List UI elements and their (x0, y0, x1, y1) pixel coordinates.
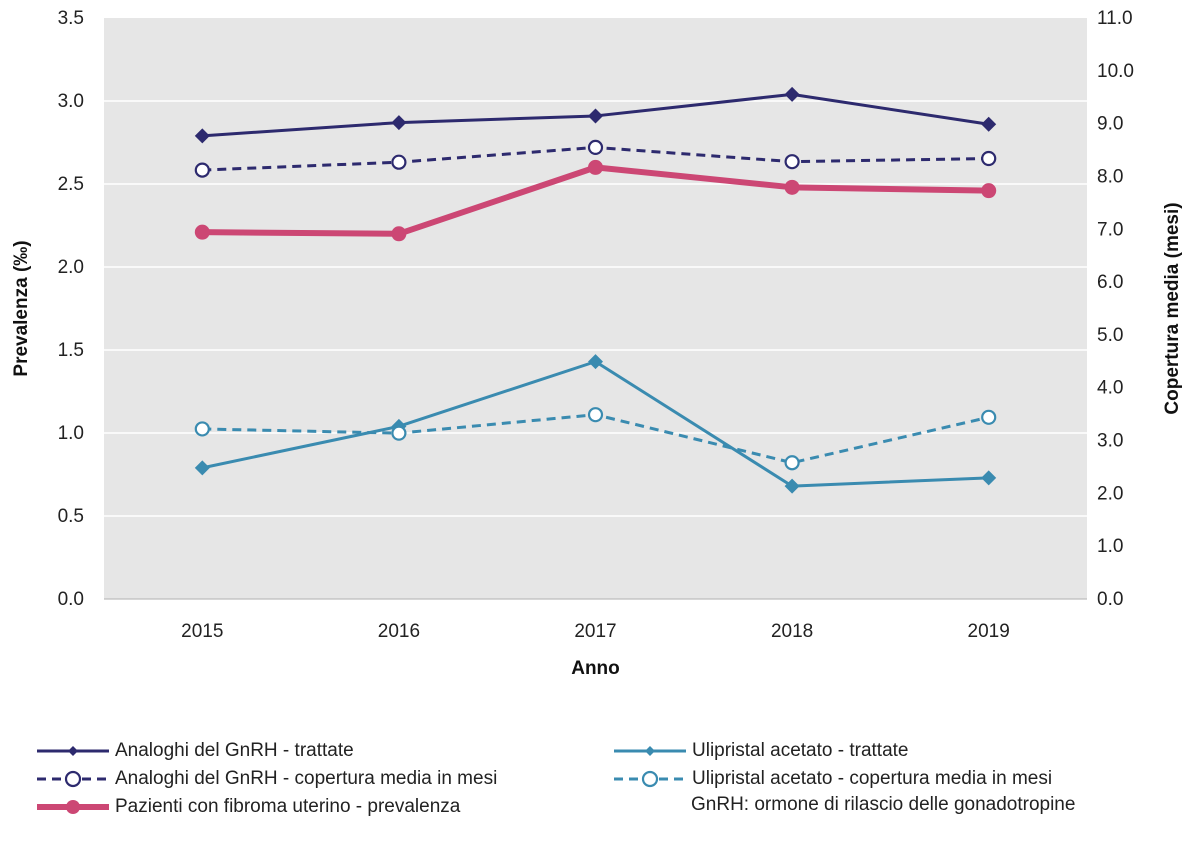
y2-tick-label: 3.0 (1097, 431, 1123, 452)
left-axis-ticks: 0.0 0.5 1.0 1.5 2.0 2.5 3.0 3.5 (58, 8, 84, 610)
y2-tick-label: 9.0 (1097, 114, 1123, 135)
data-point (194, 421, 210, 437)
y2-tick-label: 4.0 (1097, 378, 1123, 399)
legend-swatch (37, 770, 109, 788)
data-point (588, 159, 603, 175)
y2-tick-label: 8.0 (1097, 166, 1123, 187)
y2-tick-label: 6.0 (1097, 272, 1123, 293)
plot-area (104, 18, 1087, 599)
data-point (784, 154, 800, 170)
data-point (391, 226, 407, 242)
x-axis-ticks: 2015 2016 2017 2018 2019 (181, 621, 1010, 642)
line-chart: 0.0 0.5 1.0 1.5 2.0 2.5 3.0 3.5 0.0 1.0 2.0 3.0 4.0… (11, 8, 1183, 679)
y2-tick-label: 1.0 (1097, 536, 1123, 557)
y-tick-label: 1.5 (58, 340, 84, 361)
legend-item: Pazienti con fibroma uterino - prevalenz… (35, 794, 460, 820)
x-tick-label: 2017 (574, 621, 616, 642)
data-point (784, 478, 800, 494)
data-point (588, 354, 603, 370)
data-point (981, 150, 997, 167)
data-point (194, 460, 210, 476)
y-tick-label: 2.0 (58, 257, 84, 278)
legend-label: Ulipristal acetato - trattate (692, 740, 909, 761)
legend-marker (641, 770, 659, 788)
data-point (784, 455, 800, 471)
y2-tick-label: 7.0 (1097, 219, 1123, 240)
y-tick-label: 0.5 (58, 506, 84, 527)
legend-swatch (614, 746, 686, 756)
x-tick-label: 2018 (771, 621, 813, 642)
y2-tick-label: 0.0 (1097, 589, 1123, 610)
legend-marker (68, 746, 78, 756)
data-point (194, 128, 210, 144)
footnote: GnRH: ormone di rilascio delle gonadotro… (691, 794, 1076, 815)
right-axis-ticks: 0.0 1.0 2.0 3.0 4.0 5.0 6.0 7.0 8.0 9.0 10.0 11.0 (1097, 8, 1134, 610)
x-axis-title: Anno (571, 658, 620, 679)
data-point (784, 86, 800, 102)
y2-tick-label: 5.0 (1097, 325, 1123, 346)
data-point (194, 224, 210, 240)
y2-tick-label: 10.0 (1097, 61, 1134, 82)
legend-label: Pazienti con fibroma uterino - prevalenz… (115, 796, 461, 817)
data-point (981, 183, 997, 199)
legend-item: Ulipristal acetato - trattate (612, 738, 908, 764)
legend-swatch (614, 770, 686, 788)
legend-label: Analoghi del GnRH - copertura media in m… (115, 768, 498, 789)
data-point (587, 407, 604, 423)
y-tick-label: 2.5 (58, 174, 84, 195)
data-point (391, 115, 407, 131)
legend-marker (64, 770, 82, 788)
data-point (981, 116, 997, 132)
data-point (784, 179, 800, 195)
legend-marker (645, 746, 655, 756)
data-point (391, 425, 407, 441)
y-tick-label: 0.0 (58, 589, 84, 610)
legend-label: Ulipristal acetato - copertura media in … (692, 768, 1053, 789)
y2-tick-label: 11.0 (1097, 8, 1133, 29)
legend-label: Analoghi del GnRH - trattate (115, 740, 354, 761)
data-point (194, 162, 210, 178)
data-point (981, 409, 997, 425)
y-axis-title: Prevalenza (‰) (11, 240, 32, 376)
legend-item: Analoghi del GnRH - trattate (35, 738, 354, 764)
legend-marker (66, 800, 80, 814)
x-tick-label: 2015 (181, 621, 223, 642)
y-tick-label: 3.0 (58, 91, 84, 112)
y-tick-label: 1.0 (58, 423, 84, 444)
data-point (391, 154, 407, 170)
y2-tick-label: 2.0 (1097, 483, 1123, 504)
data-point (587, 139, 604, 156)
data-point (588, 108, 603, 124)
x-tick-label: 2016 (378, 621, 420, 642)
legend-swatch (37, 746, 109, 756)
legend-swatch (37, 800, 109, 814)
y2-axis-title: Copertura media (mesi) (1162, 202, 1183, 414)
legend-item: Ulipristal acetato - copertura media in … (612, 766, 1052, 792)
x-tick-label: 2019 (968, 621, 1010, 642)
grid-lines (104, 100, 1087, 600)
legend-item: Analoghi del GnRH - copertura media in m… (35, 766, 497, 792)
y-tick-label: 3.5 (58, 8, 84, 29)
series-markers (194, 86, 997, 494)
data-point (981, 470, 997, 486)
